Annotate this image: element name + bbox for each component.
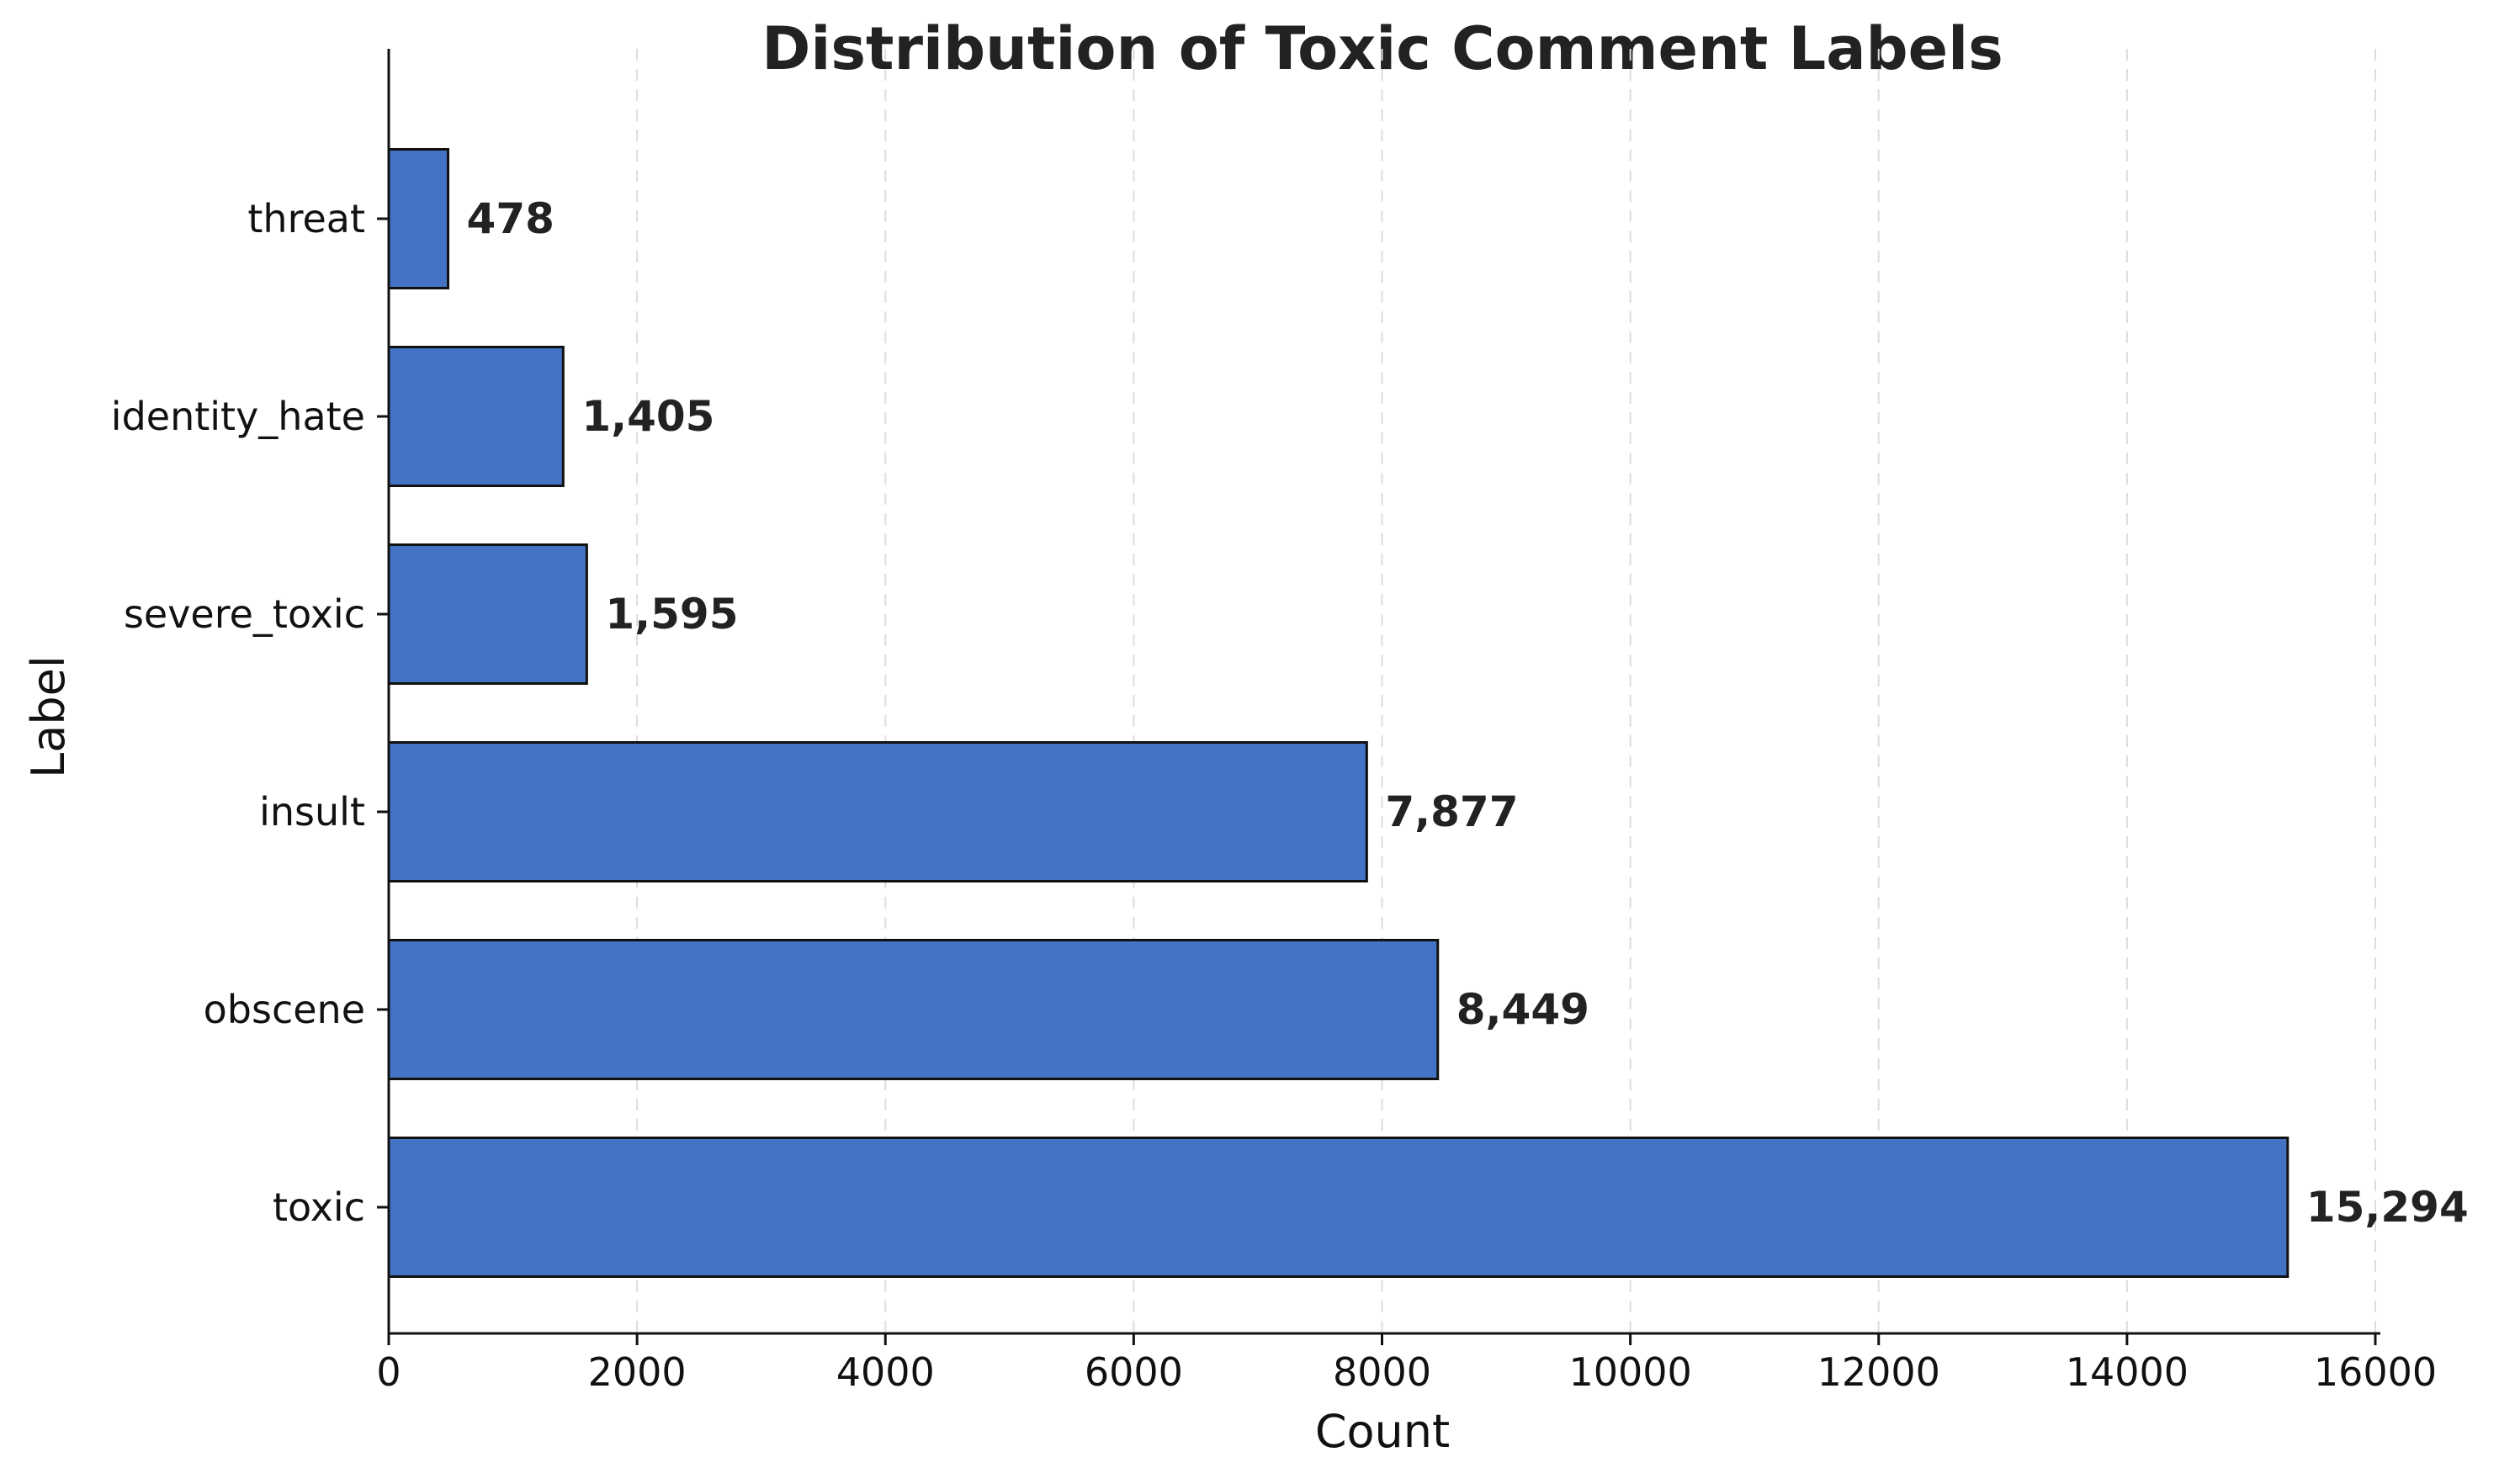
y-axis-label: Label — [22, 655, 75, 778]
x-tick-label: 6000 — [1085, 1349, 1183, 1395]
y-tick-label: identity_hate — [111, 394, 365, 439]
bar-identity-hate — [387, 346, 565, 487]
bar-insult — [387, 741, 1368, 882]
x-tick-label: 14000 — [2066, 1349, 2189, 1395]
grid-lines — [636, 49, 2376, 1333]
bar-obscene — [387, 939, 1440, 1080]
y-tick-label: severe_toxic — [124, 591, 365, 637]
bar-severe-toxic — [387, 543, 588, 685]
bar-value-label: 1,595 — [605, 590, 738, 639]
bar-value-labels: 478 1,405 1,595 7,877 8,449 15,294 — [467, 194, 2469, 1232]
y-tick-label: threat — [247, 196, 365, 241]
bar-value-label: 7,877 — [1385, 787, 1518, 836]
x-tick-label: 2000 — [588, 1349, 687, 1395]
x-tick-label: 16000 — [2314, 1349, 2437, 1395]
bar-value-label: 1,405 — [581, 392, 714, 441]
y-tick-label: obscene — [204, 987, 365, 1032]
x-axis-ticks: 0 2000 4000 6000 8000 10000 12000 14000 16000 — [376, 1333, 2437, 1395]
x-tick-label: 4000 — [836, 1349, 935, 1395]
x-tick-label: 0 — [376, 1349, 401, 1395]
bar-value-label: 478 — [467, 194, 554, 243]
y-tick-label: toxic — [273, 1185, 365, 1230]
x-axis-label: Count — [1315, 1405, 1450, 1458]
bar-threat — [387, 148, 450, 289]
x-tick-label: 8000 — [1333, 1349, 1431, 1395]
y-tick-label: insult — [259, 789, 365, 835]
bar-value-label: 8,449 — [1456, 985, 1589, 1034]
axes — [387, 49, 2380, 1335]
bars — [387, 148, 2289, 1278]
x-tick-label: 12000 — [1817, 1349, 1940, 1395]
bar-toxic — [387, 1137, 2289, 1278]
bar-value-label: 15,294 — [2306, 1183, 2469, 1232]
x-tick-label: 10000 — [1568, 1349, 1691, 1395]
